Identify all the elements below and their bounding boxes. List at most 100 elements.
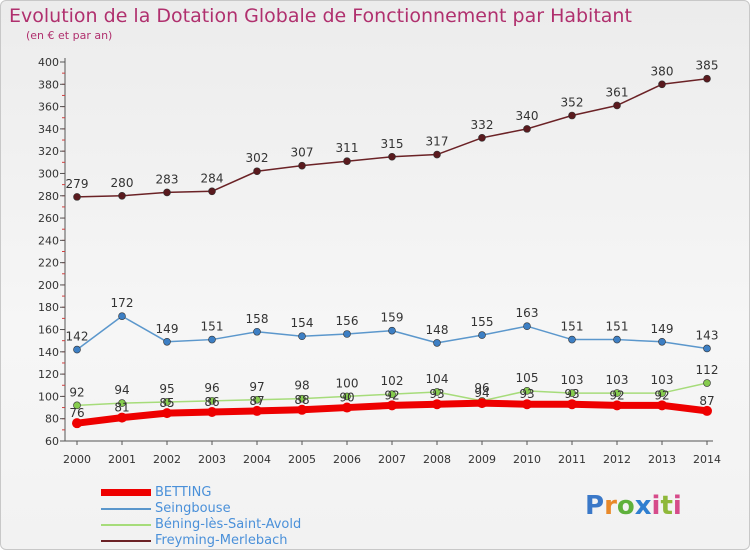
- data-label: 105: [516, 371, 539, 385]
- data-point: [523, 322, 531, 330]
- data-label: 159: [381, 311, 404, 325]
- data-label: 92: [654, 388, 669, 402]
- data-label: 352: [561, 96, 584, 110]
- data-label: 86: [204, 395, 219, 409]
- legend-swatch: [101, 489, 151, 496]
- data-point: [253, 395, 261, 404]
- data-point: [613, 335, 621, 344]
- x-tick-label: 2002: [153, 453, 181, 466]
- data-point: [162, 408, 172, 419]
- logo-letter: P: [585, 491, 605, 521]
- data-label: 81: [114, 401, 129, 415]
- chart-axes: 60 80 100 120 140 160 180 200 220 240 260 280 300 320…: [38, 56, 721, 466]
- data-label: 148: [426, 323, 449, 337]
- data-label: 283: [156, 172, 179, 186]
- data-label: 151: [561, 320, 584, 334]
- proxiti-logo: Proxiti: [585, 491, 682, 521]
- y-tick-label: 300: [38, 167, 59, 180]
- data-point: [567, 399, 577, 410]
- logo-letter: t: [660, 491, 673, 521]
- data-label: 102: [381, 374, 404, 388]
- data-label: 93: [564, 387, 579, 401]
- y-tick-label: 180: [38, 301, 59, 314]
- data-point: [658, 80, 666, 89]
- data-label: 149: [156, 322, 179, 336]
- y-tick-label: 260: [38, 212, 59, 225]
- x-tick-label: 2004: [243, 453, 271, 466]
- data-label: 92: [69, 385, 84, 399]
- data-point: [118, 191, 126, 200]
- data-label: 158: [246, 312, 269, 326]
- x-tick-label: 2014: [693, 453, 721, 466]
- data-point: [568, 335, 576, 344]
- logo-letter: i: [672, 491, 682, 521]
- y-tick-label: 400: [38, 56, 59, 69]
- data-point: [72, 418, 82, 429]
- data-point: [388, 390, 396, 398]
- data-label: 100: [336, 376, 359, 390]
- data-label: 279: [66, 177, 89, 191]
- data-point: [433, 339, 441, 347]
- legend-label: Freyming-Merlebach: [155, 533, 288, 548]
- data-label: 385: [696, 59, 719, 73]
- y-tick-label: 140: [38, 346, 59, 359]
- data-point: [522, 399, 532, 410]
- data-label: 103: [606, 373, 629, 387]
- data-label: 151: [201, 320, 224, 334]
- data-label: 307: [291, 146, 314, 160]
- x-tick-label: 2003: [198, 453, 226, 466]
- data-point: [387, 400, 397, 411]
- legend-item: BETTING: [101, 485, 401, 501]
- legend-item: Freyming-Merlebach: [101, 533, 401, 549]
- data-point: [432, 399, 442, 410]
- data-point: [433, 150, 441, 159]
- legend-swatch: [101, 524, 151, 526]
- y-tick-label: 340: [38, 123, 59, 136]
- data-point: [298, 394, 306, 403]
- data-point: [117, 412, 127, 423]
- data-point: [208, 397, 216, 405]
- data-label: 151: [606, 320, 629, 334]
- data-label: 149: [651, 322, 674, 336]
- data-point: [253, 167, 261, 176]
- logo-letter: x: [634, 491, 652, 521]
- x-tick-label: 2008: [423, 453, 451, 466]
- data-label: 317: [426, 135, 449, 149]
- data-label: 92: [384, 388, 399, 402]
- logo-letter: o: [616, 491, 635, 521]
- x-tick-label: 2000: [63, 453, 91, 466]
- data-point: [118, 399, 126, 407]
- data-point: [612, 400, 622, 411]
- data-label: 85: [159, 396, 174, 410]
- chart-title: Evolution de la Dotation Globale de Fonc…: [9, 5, 632, 27]
- data-label: 143: [696, 328, 719, 342]
- data-label: 93: [429, 387, 444, 401]
- data-point: [208, 335, 216, 344]
- y-tick-label: 60: [45, 435, 59, 448]
- y-tick-label: 240: [38, 234, 59, 247]
- data-point: [208, 187, 216, 196]
- x-tick-label: 2013: [648, 453, 676, 466]
- data-label: 76: [69, 406, 84, 420]
- data-point: [702, 405, 712, 416]
- chart-subtitle: (en € et par an): [26, 29, 113, 42]
- data-label: 87: [699, 394, 714, 408]
- data-label: 104: [426, 372, 449, 386]
- data-point: [73, 401, 81, 410]
- data-point: [207, 407, 217, 418]
- data-point: [703, 344, 711, 353]
- data-label: 93: [519, 387, 534, 401]
- chart-legend: BETTING Seingbouse Béning-lès-Saint-Avold F…: [101, 485, 401, 549]
- x-tick-label: 2009: [468, 453, 496, 466]
- y-tick-label: 160: [38, 324, 59, 337]
- data-point: [388, 152, 396, 161]
- data-point: [343, 330, 351, 338]
- legend-label: Béning-lès-Saint-Avold: [155, 517, 302, 532]
- data-label: 87: [249, 394, 264, 408]
- legend-label: BETTING: [155, 485, 212, 500]
- x-tick-label: 2006: [333, 453, 361, 466]
- data-label: 90: [339, 391, 354, 405]
- data-label: 96: [474, 381, 489, 395]
- y-tick-label: 200: [38, 279, 59, 292]
